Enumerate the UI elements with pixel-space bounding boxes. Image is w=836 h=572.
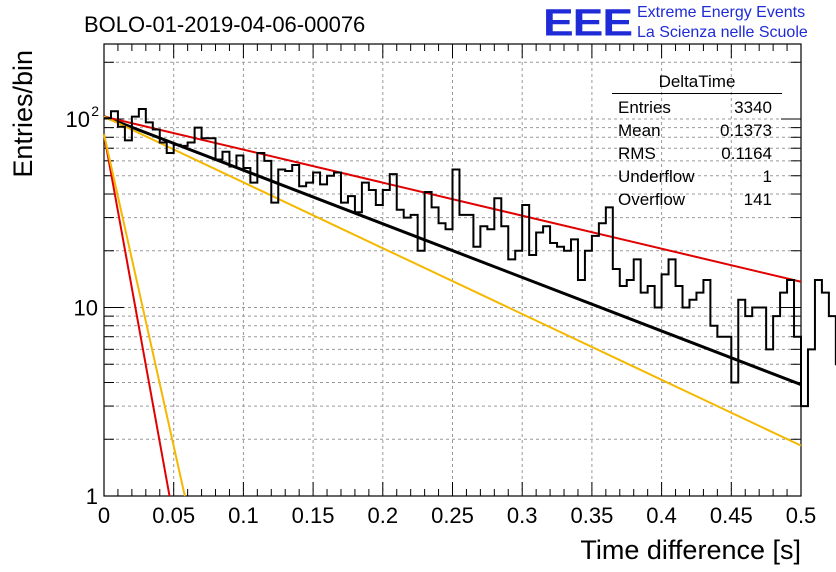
y-axis-label: Entries/bin (8, 50, 38, 178)
x-tick-label: 0.25 (431, 503, 474, 528)
y-tick-label: 10 (66, 107, 90, 132)
stat-value: 1 (762, 167, 772, 186)
y-tick-label: 1 (86, 484, 98, 509)
fit-line-fast-lower (103, 134, 186, 497)
x-tick-label: 0.1 (228, 503, 259, 528)
stat-value: 0.1373 (720, 121, 772, 140)
fit-line-fit (103, 115, 802, 386)
x-tick-labels: 0 0.05 0.1 0.15 0.2 0.25 0.3 0.35 0.4 0.45 0.5 (98, 503, 816, 528)
stat-value: 0.1164 (721, 144, 772, 163)
x-tick-label: 0.15 (292, 503, 335, 528)
x-axis-label: Time difference [s] (580, 535, 801, 565)
histogram (104, 108, 836, 408)
logo-line-1: Extreme Energy Events (637, 4, 806, 21)
stat-label: Underflow (618, 167, 695, 186)
stat-value: 3340 (734, 98, 772, 117)
eee-logo: EEE (543, 0, 633, 44)
fit-line-slow-lower (103, 115, 802, 447)
stat-row-entries: Entries 3340 (612, 96, 782, 119)
x-tick-label: 0.45 (710, 503, 753, 528)
stat-label: Entries (618, 98, 671, 117)
stat-row-overflow: Overflow 141 (612, 188, 782, 211)
chart-title: BOLO-01-2019-04-06-00076 (84, 12, 366, 37)
stat-label: Overflow (618, 190, 686, 209)
y-tick-exponent: 2 (91, 103, 99, 119)
stats-box: DeltaTime Entries 3340 Mean 0.1373 RMS 0… (612, 72, 782, 211)
x-tick-label: 0.5 (786, 503, 817, 528)
x-tick-label: 0.3 (507, 503, 538, 528)
x-tick-label: 0.2 (368, 503, 399, 528)
histogram-steps (104, 108, 836, 408)
x-tick-label: 0 (98, 503, 110, 528)
stat-label: RMS (618, 144, 656, 163)
y-tick-label: 10 (74, 296, 98, 321)
x-tick-label: 0.4 (646, 503, 677, 528)
stat-row-rms: RMS 0.1164 (612, 142, 782, 165)
stat-row-underflow: Underflow 1 (612, 165, 782, 188)
fit-line-fast-upper (103, 134, 171, 497)
stat-value: 141 (743, 190, 772, 209)
stat-row-mean: Mean 0.1373 (612, 119, 782, 142)
stats-title: DeltaTime (612, 72, 782, 94)
stat-label: Mean (618, 121, 661, 140)
x-tick-label: 0.05 (152, 503, 195, 528)
logo-line-2: La Scienza nelle Scuole (637, 24, 808, 41)
x-tick-label: 0.35 (570, 503, 613, 528)
